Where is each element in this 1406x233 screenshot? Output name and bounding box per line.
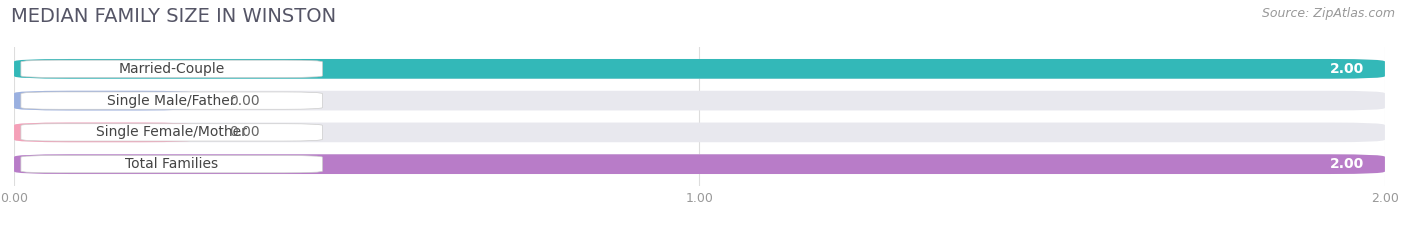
Text: 0.00: 0.00 <box>229 94 260 108</box>
Text: Total Families: Total Families <box>125 157 218 171</box>
FancyBboxPatch shape <box>14 59 1385 79</box>
Text: MEDIAN FAMILY SIZE IN WINSTON: MEDIAN FAMILY SIZE IN WINSTON <box>11 7 336 26</box>
FancyBboxPatch shape <box>14 123 195 142</box>
FancyBboxPatch shape <box>21 92 322 109</box>
FancyBboxPatch shape <box>21 60 322 78</box>
FancyBboxPatch shape <box>14 91 195 110</box>
FancyBboxPatch shape <box>14 154 1385 174</box>
Text: Married-Couple: Married-Couple <box>118 62 225 76</box>
FancyBboxPatch shape <box>14 154 1385 174</box>
FancyBboxPatch shape <box>21 124 322 141</box>
Text: 2.00: 2.00 <box>1330 157 1364 171</box>
Text: Single Female/Mother: Single Female/Mother <box>96 125 247 139</box>
Text: 2.00: 2.00 <box>1330 62 1364 76</box>
Text: Source: ZipAtlas.com: Source: ZipAtlas.com <box>1261 7 1395 20</box>
FancyBboxPatch shape <box>14 123 1385 142</box>
Text: Single Male/Father: Single Male/Father <box>107 94 236 108</box>
FancyBboxPatch shape <box>14 59 1385 79</box>
FancyBboxPatch shape <box>14 91 1385 110</box>
Text: 0.00: 0.00 <box>229 125 260 139</box>
FancyBboxPatch shape <box>21 155 322 173</box>
